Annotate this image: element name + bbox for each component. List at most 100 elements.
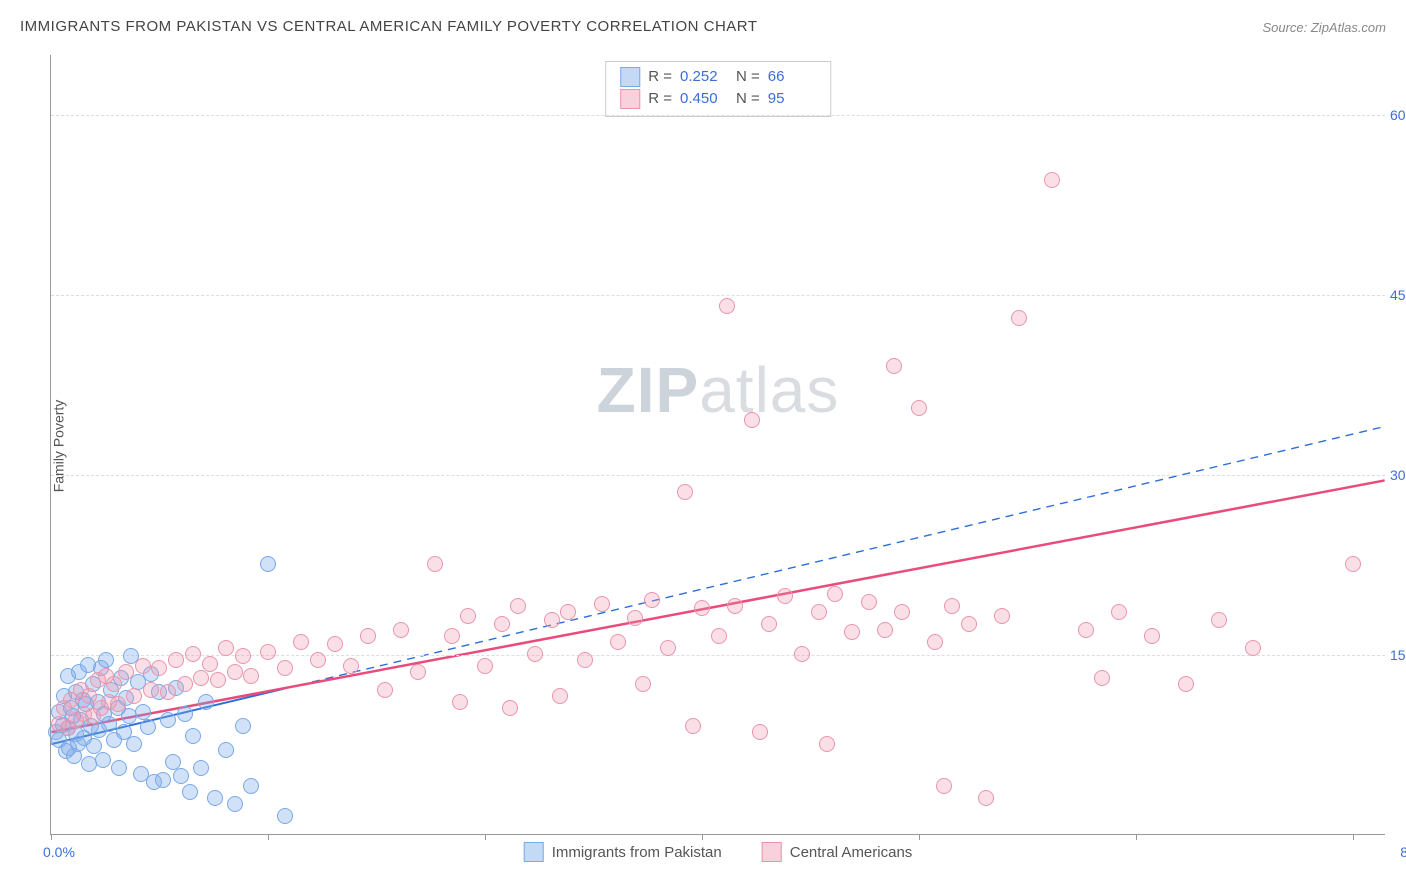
data-point (177, 676, 193, 692)
data-point (502, 700, 518, 716)
data-point (193, 760, 209, 776)
data-point (1144, 628, 1160, 644)
r-label: R = (648, 66, 672, 88)
data-point (343, 658, 359, 674)
data-point (936, 778, 952, 794)
data-point (235, 648, 251, 664)
y-tick-label: 30.0% (1390, 467, 1406, 483)
source-prefix: Source: (1262, 20, 1310, 35)
data-point (160, 684, 176, 700)
data-point (827, 586, 843, 602)
data-point (207, 790, 223, 806)
data-point (944, 598, 960, 614)
data-point (644, 592, 660, 608)
data-point (1245, 640, 1261, 656)
data-point (168, 652, 184, 668)
data-point (727, 598, 743, 614)
data-point (235, 718, 251, 734)
data-point (1078, 622, 1094, 638)
data-point (111, 760, 127, 776)
data-point (118, 664, 134, 680)
data-point (327, 636, 343, 652)
y-tick-label: 60.0% (1390, 107, 1406, 123)
x-tick (268, 834, 269, 840)
r-value: 0.252 (680, 66, 728, 88)
data-point (961, 616, 977, 632)
data-point (151, 660, 167, 676)
data-point (1011, 310, 1027, 326)
data-point (752, 724, 768, 740)
data-point (143, 682, 159, 698)
data-point (819, 736, 835, 752)
data-point (886, 358, 902, 374)
data-point (360, 628, 376, 644)
data-point (293, 634, 309, 650)
data-point (894, 604, 910, 620)
data-point (243, 668, 259, 684)
data-point (1094, 670, 1110, 686)
data-point (635, 676, 651, 692)
r-value: 0.450 (680, 88, 728, 110)
data-point (160, 712, 176, 728)
data-point (165, 754, 181, 770)
data-point (126, 736, 142, 752)
data-point (978, 790, 994, 806)
data-point (310, 652, 326, 668)
data-point (101, 716, 117, 732)
data-point (210, 672, 226, 688)
data-point (911, 400, 927, 416)
data-point (1211, 612, 1227, 628)
swatch-blue-icon (620, 67, 640, 87)
data-point (1044, 172, 1060, 188)
x-tick (1136, 834, 1137, 840)
data-point (610, 634, 626, 650)
data-point (477, 658, 493, 674)
gridline (51, 655, 1385, 656)
plot-area: ZIPatlas R = 0.252 N = 66 R = 0.450 N = … (50, 55, 1385, 835)
data-point (227, 796, 243, 812)
x-tick (485, 834, 486, 840)
legend-item-pakistan: Immigrants from Pakistan (524, 842, 722, 862)
data-point (594, 596, 610, 612)
data-point (410, 664, 426, 680)
data-point (277, 660, 293, 676)
data-point (140, 719, 156, 735)
x-tick (1353, 834, 1354, 840)
data-point (126, 688, 142, 704)
n-value: 95 (768, 88, 816, 110)
data-point (711, 628, 727, 644)
data-point (135, 658, 151, 674)
data-point (694, 600, 710, 616)
r-label: R = (648, 88, 672, 110)
data-point (544, 612, 560, 628)
data-point (685, 718, 701, 734)
data-point (811, 604, 827, 620)
swatch-pink-icon (762, 842, 782, 862)
data-point (377, 682, 393, 698)
legend-label: Central Americans (790, 844, 913, 861)
data-point (202, 656, 218, 672)
watermark: ZIPatlas (597, 353, 840, 427)
data-point (177, 706, 193, 722)
data-point (173, 768, 189, 784)
data-point (393, 622, 409, 638)
data-point (861, 594, 877, 610)
x-tick (51, 834, 52, 840)
data-point (95, 752, 111, 768)
watermark-zip: ZIP (597, 354, 700, 426)
y-tick-label: 45.0% (1390, 287, 1406, 303)
data-point (227, 664, 243, 680)
n-value: 66 (768, 66, 816, 88)
gridline (51, 475, 1385, 476)
chart-title: IMMIGRANTS FROM PAKISTAN VS CENTRAL AMER… (20, 18, 758, 35)
data-point (135, 704, 151, 720)
data-point (994, 608, 1010, 624)
n-label: N = (736, 88, 760, 110)
data-point (744, 412, 760, 428)
gridline (51, 295, 1385, 296)
data-point (1111, 604, 1127, 620)
source-link[interactable]: ZipAtlas.com (1311, 20, 1386, 35)
data-point (277, 808, 293, 824)
data-point (844, 624, 860, 640)
series-legend: Immigrants from Pakistan Central America… (524, 842, 913, 862)
